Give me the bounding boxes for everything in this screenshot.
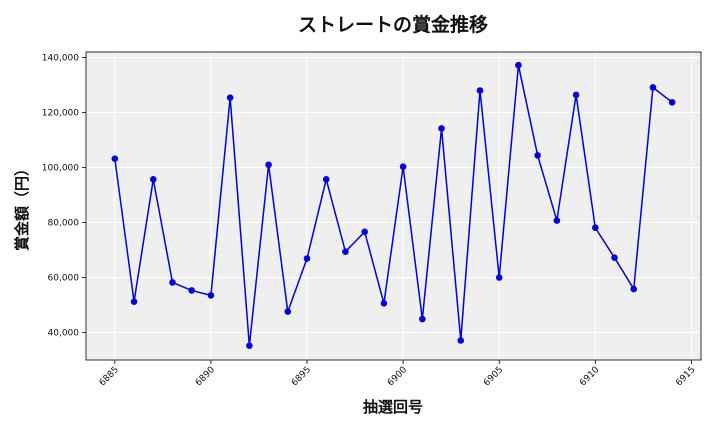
data-point [495, 274, 503, 281]
data-point [419, 315, 426, 323]
data-point [361, 228, 368, 236]
y-tick-label: 140,000 [42, 54, 79, 64]
data-point [284, 308, 292, 315]
x-tick-label: 6905 [482, 365, 505, 388]
plot-area [86, 52, 701, 360]
data-point [630, 285, 638, 293]
data-point [149, 176, 157, 183]
data-point [649, 84, 657, 91]
data-point [130, 298, 138, 306]
data-point [169, 279, 176, 286]
data-point [322, 176, 330, 183]
data-point [111, 155, 119, 162]
data-point [534, 152, 541, 159]
data-point [246, 342, 253, 350]
data-point [226, 94, 234, 101]
y-axis-ticks: 40,000 60,000 80,000 100,000 120,000 140,000 [42, 54, 86, 339]
data-point [457, 337, 465, 344]
data-point [342, 248, 349, 255]
data-point [668, 99, 676, 106]
y-axis-label: 賞金額（円） [13, 161, 31, 251]
x-tick-label: 6915 [674, 365, 697, 388]
y-tick-label: 60,000 [48, 274, 80, 284]
data-point [553, 217, 561, 224]
x-tick-label: 6890 [194, 365, 217, 388]
data-point [207, 292, 215, 299]
data-point [303, 255, 311, 262]
chart-title: ストレートの賞金推移 [298, 13, 488, 36]
data-point [188, 287, 196, 294]
plot-frame [85, 51, 702, 361]
series-points [111, 61, 676, 350]
data-point [380, 300, 388, 307]
y-tick-label: 40,000 [48, 329, 80, 339]
data-point [572, 91, 580, 99]
data-point [476, 87, 484, 94]
x-tick-label: 6885 [98, 365, 121, 388]
data-point [438, 125, 445, 132]
grid [86, 52, 701, 360]
data-point [399, 163, 407, 170]
y-tick-label: 80,000 [48, 219, 80, 229]
x-axis-ticks: 6885 6890 6895 6900 6905 6910 6915 [98, 360, 698, 388]
x-axis-label: 抽選回号 [363, 398, 423, 416]
data-point [515, 61, 522, 69]
data-point [611, 254, 618, 261]
data-point [591, 224, 599, 232]
data-point [265, 161, 272, 169]
x-tick-label: 6900 [386, 365, 409, 388]
y-tick-label: 120,000 [42, 109, 79, 119]
x-tick-label: 6910 [578, 365, 601, 388]
series-line [114, 65, 673, 346]
x-tick-label: 6895 [290, 365, 313, 388]
y-tick-label: 100,000 [42, 164, 79, 174]
